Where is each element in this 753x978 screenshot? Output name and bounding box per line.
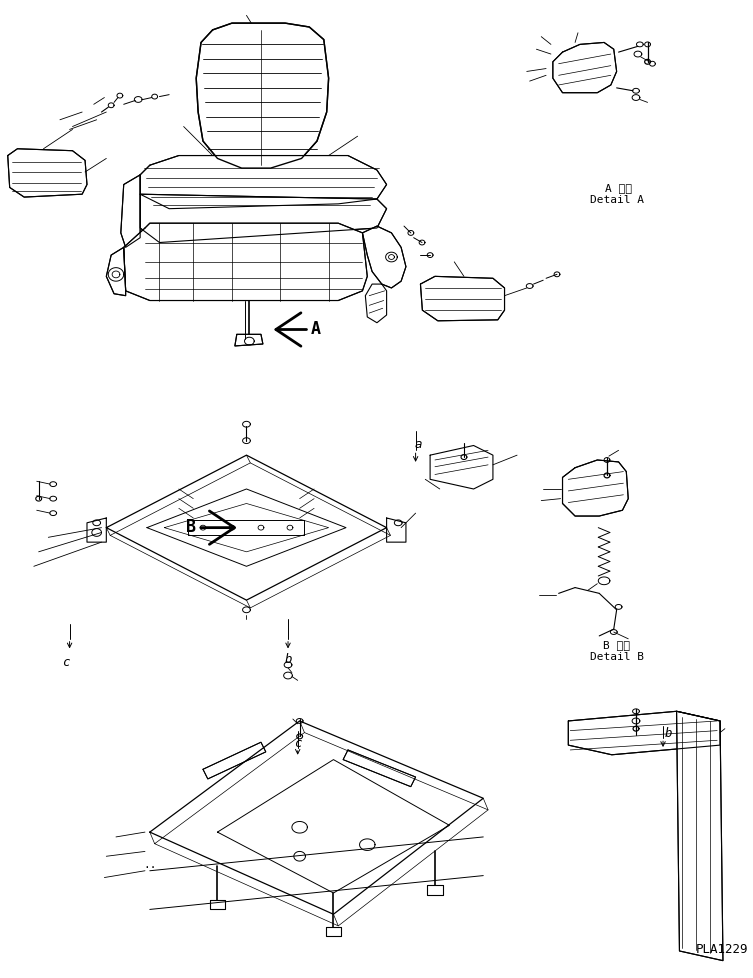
- Polygon shape: [553, 43, 617, 94]
- Polygon shape: [562, 461, 628, 516]
- Polygon shape: [569, 712, 720, 755]
- Text: b: b: [665, 727, 672, 739]
- Polygon shape: [420, 277, 505, 322]
- Polygon shape: [203, 742, 266, 779]
- Text: c: c: [294, 736, 301, 749]
- Polygon shape: [676, 712, 723, 960]
- Polygon shape: [235, 335, 263, 346]
- Text: B 詳細: B 詳細: [603, 639, 630, 649]
- Polygon shape: [8, 150, 87, 198]
- Polygon shape: [343, 750, 416, 787]
- Text: Detail A: Detail A: [590, 195, 644, 204]
- Text: A: A: [311, 319, 321, 337]
- Text: B: B: [187, 517, 197, 535]
- Text: c: c: [62, 655, 69, 668]
- Text: ..: ..: [143, 859, 157, 869]
- Polygon shape: [140, 156, 386, 209]
- Polygon shape: [362, 227, 406, 289]
- Polygon shape: [106, 248, 126, 296]
- Text: PLA1229: PLA1229: [696, 942, 748, 955]
- Text: b: b: [285, 652, 291, 665]
- Polygon shape: [197, 24, 328, 169]
- Polygon shape: [140, 195, 386, 244]
- Polygon shape: [120, 176, 140, 248]
- Text: a: a: [415, 437, 422, 451]
- Polygon shape: [123, 224, 367, 301]
- Text: Detail B: Detail B: [590, 651, 644, 661]
- Text: A 詳細: A 詳細: [605, 183, 632, 194]
